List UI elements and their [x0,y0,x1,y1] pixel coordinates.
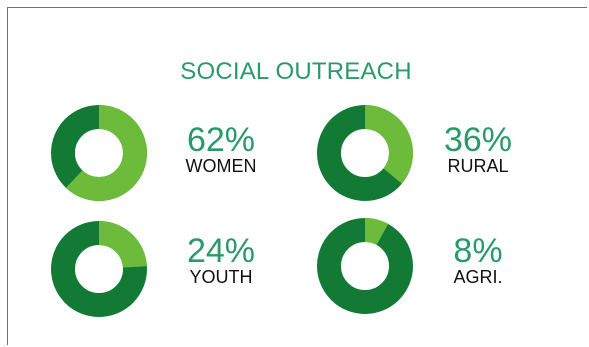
donut-segment-rural [317,105,413,201]
donut-rural [317,105,413,201]
label-rural: RURAL [447,156,509,176]
chart-title: SOCIAL OUTREACH [180,58,412,85]
donut-youth [51,221,147,317]
social-outreach-card: SOCIAL OUTREACH 62% WOMEN 36% RURAL 24% … [7,7,587,345]
percent-agri: 8% [453,232,503,270]
label-agri: AGRI. [453,267,503,287]
label-women: WOMEN [185,156,257,176]
percent-youth: 24% [186,232,256,270]
donut-segment-women [51,105,147,201]
donut-segment-youth [51,221,147,317]
donut-women [51,105,147,201]
label-youth: YOUTH [189,267,253,287]
donut-agri [317,218,413,314]
donut-segment-agri [317,218,413,314]
percent-rural: 36% [443,121,513,159]
percent-women: 62% [186,121,256,159]
